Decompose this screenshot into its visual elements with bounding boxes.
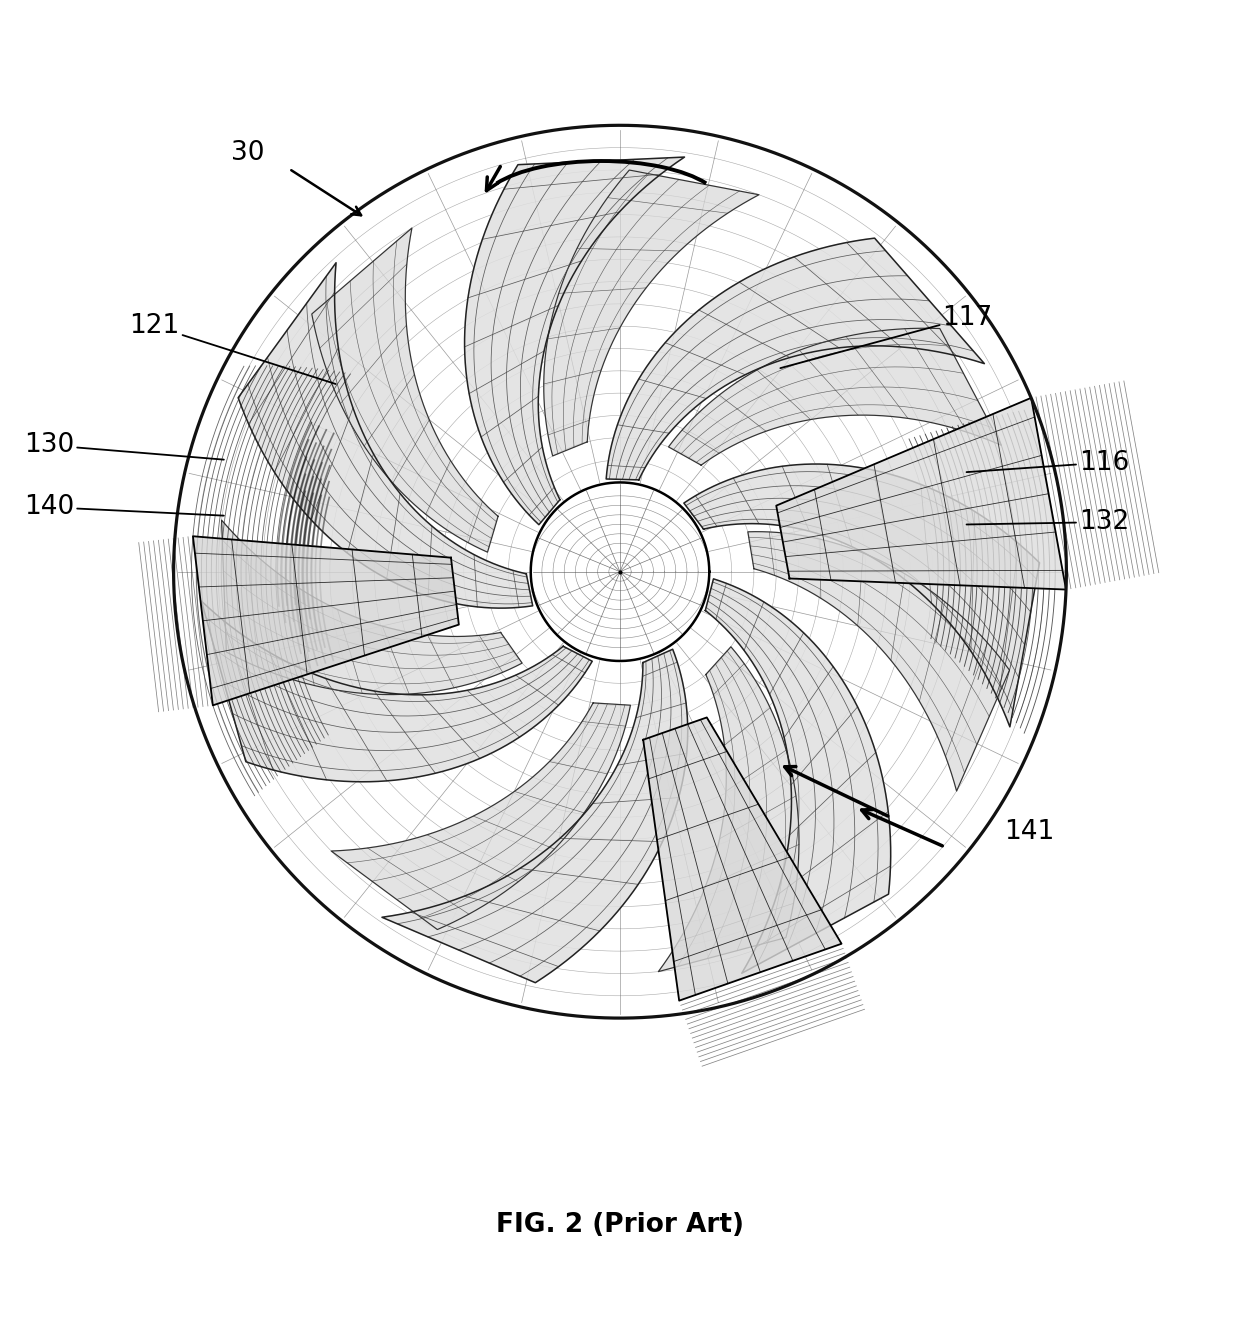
Polygon shape [222, 520, 522, 694]
Polygon shape [748, 532, 1009, 792]
Polygon shape [201, 601, 593, 782]
Polygon shape [644, 718, 842, 1001]
Text: FIG. 2 (Prior Art): FIG. 2 (Prior Art) [496, 1212, 744, 1238]
Polygon shape [382, 649, 688, 982]
Text: 121: 121 [129, 313, 336, 385]
Polygon shape [606, 238, 985, 479]
Polygon shape [193, 536, 459, 706]
Polygon shape [658, 647, 799, 972]
Text: 132: 132 [966, 510, 1130, 535]
Polygon shape [465, 157, 684, 524]
Text: 140: 140 [24, 494, 224, 520]
Polygon shape [311, 228, 498, 552]
Polygon shape [776, 398, 1066, 590]
Polygon shape [174, 125, 1066, 1018]
Polygon shape [706, 579, 890, 973]
Polygon shape [544, 170, 759, 456]
Polygon shape [684, 464, 1039, 727]
Text: 130: 130 [24, 432, 224, 460]
Text: 30: 30 [231, 140, 265, 166]
Polygon shape [331, 703, 630, 930]
Text: 117: 117 [780, 304, 993, 369]
Polygon shape [531, 482, 709, 661]
Polygon shape [668, 328, 1002, 465]
Polygon shape [238, 263, 533, 608]
Text: 141: 141 [1004, 819, 1055, 846]
Text: 116: 116 [966, 449, 1130, 475]
